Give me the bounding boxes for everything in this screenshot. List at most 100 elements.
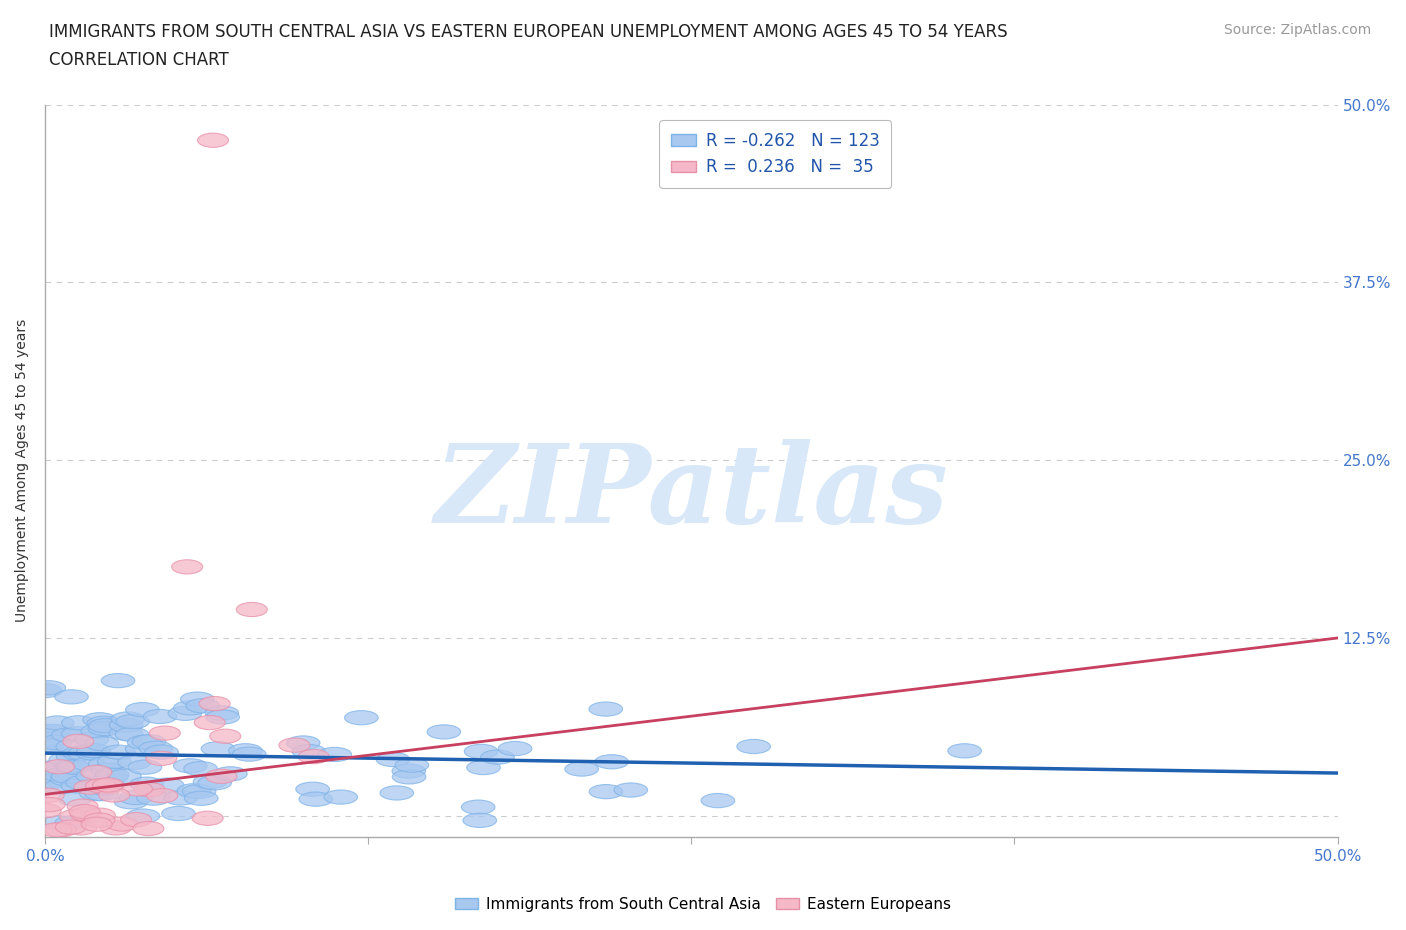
Ellipse shape xyxy=(467,761,501,775)
Text: Source: ZipAtlas.com: Source: ZipAtlas.com xyxy=(1223,23,1371,37)
Ellipse shape xyxy=(214,766,247,781)
Ellipse shape xyxy=(76,746,110,760)
Ellipse shape xyxy=(205,769,236,783)
Ellipse shape xyxy=(107,817,138,831)
Ellipse shape xyxy=(56,739,90,753)
Ellipse shape xyxy=(162,806,195,820)
Ellipse shape xyxy=(56,750,90,764)
Ellipse shape xyxy=(380,786,413,800)
Ellipse shape xyxy=(45,823,76,837)
Ellipse shape xyxy=(28,684,62,698)
Ellipse shape xyxy=(52,728,86,742)
Ellipse shape xyxy=(55,820,86,834)
Ellipse shape xyxy=(32,724,65,738)
Ellipse shape xyxy=(145,745,179,759)
Ellipse shape xyxy=(89,719,122,733)
Ellipse shape xyxy=(31,763,65,777)
Ellipse shape xyxy=(82,765,112,779)
Ellipse shape xyxy=(44,760,75,774)
Ellipse shape xyxy=(37,761,70,775)
Ellipse shape xyxy=(427,724,461,739)
Ellipse shape xyxy=(108,769,141,783)
Ellipse shape xyxy=(180,692,214,706)
Ellipse shape xyxy=(498,741,531,756)
Ellipse shape xyxy=(115,727,149,741)
Ellipse shape xyxy=(84,808,115,822)
Ellipse shape xyxy=(344,711,378,724)
Ellipse shape xyxy=(91,764,125,777)
Ellipse shape xyxy=(55,759,89,773)
Ellipse shape xyxy=(62,716,96,730)
Ellipse shape xyxy=(948,744,981,758)
Ellipse shape xyxy=(146,751,177,765)
Ellipse shape xyxy=(115,714,149,729)
Ellipse shape xyxy=(86,780,120,795)
Ellipse shape xyxy=(70,807,101,821)
Ellipse shape xyxy=(63,747,97,761)
Ellipse shape xyxy=(200,697,231,711)
Ellipse shape xyxy=(80,787,114,801)
Ellipse shape xyxy=(139,741,173,755)
Ellipse shape xyxy=(197,133,229,147)
Ellipse shape xyxy=(132,735,166,749)
Ellipse shape xyxy=(93,777,124,792)
Ellipse shape xyxy=(82,817,112,831)
Ellipse shape xyxy=(28,774,62,789)
Ellipse shape xyxy=(111,711,145,726)
Ellipse shape xyxy=(395,758,429,772)
Ellipse shape xyxy=(205,706,239,720)
Ellipse shape xyxy=(89,757,122,771)
Ellipse shape xyxy=(194,715,225,730)
Ellipse shape xyxy=(56,760,90,775)
Ellipse shape xyxy=(702,793,735,807)
Y-axis label: Unemployment Among Ages 45 to 54 years: Unemployment Among Ages 45 to 54 years xyxy=(15,319,30,622)
Ellipse shape xyxy=(183,784,217,799)
Text: ZIPatlas: ZIPatlas xyxy=(434,439,948,547)
Ellipse shape xyxy=(193,811,224,826)
Ellipse shape xyxy=(59,809,90,824)
Ellipse shape xyxy=(121,813,152,827)
Ellipse shape xyxy=(177,784,211,798)
Ellipse shape xyxy=(173,759,207,773)
Ellipse shape xyxy=(323,790,357,804)
Ellipse shape xyxy=(110,726,143,740)
Ellipse shape xyxy=(287,736,321,751)
Ellipse shape xyxy=(589,785,623,799)
Ellipse shape xyxy=(146,789,177,803)
Ellipse shape xyxy=(60,778,94,793)
Ellipse shape xyxy=(565,762,599,777)
Ellipse shape xyxy=(198,776,232,790)
Ellipse shape xyxy=(134,821,165,836)
Legend: R = -0.262   N = 123, R =  0.236   N =  35: R = -0.262 N = 123, R = 0.236 N = 35 xyxy=(659,120,891,188)
Ellipse shape xyxy=(150,778,184,792)
Ellipse shape xyxy=(49,752,83,766)
Ellipse shape xyxy=(84,787,118,801)
Ellipse shape xyxy=(76,769,110,783)
Ellipse shape xyxy=(93,779,124,793)
Ellipse shape xyxy=(51,772,84,786)
Ellipse shape xyxy=(38,724,70,738)
Ellipse shape xyxy=(232,747,266,762)
Ellipse shape xyxy=(278,738,309,752)
Ellipse shape xyxy=(30,804,62,817)
Ellipse shape xyxy=(83,712,117,727)
Ellipse shape xyxy=(464,744,498,759)
Ellipse shape xyxy=(73,757,107,771)
Ellipse shape xyxy=(30,739,63,753)
Ellipse shape xyxy=(55,690,89,704)
Ellipse shape xyxy=(118,755,152,769)
Ellipse shape xyxy=(129,777,163,791)
Text: CORRELATION CHART: CORRELATION CHART xyxy=(49,51,229,69)
Ellipse shape xyxy=(125,742,159,756)
Ellipse shape xyxy=(201,741,235,756)
Ellipse shape xyxy=(169,706,201,721)
Ellipse shape xyxy=(67,747,101,761)
Ellipse shape xyxy=(165,790,197,805)
Ellipse shape xyxy=(101,673,135,687)
Ellipse shape xyxy=(193,775,226,789)
Ellipse shape xyxy=(35,732,69,747)
Ellipse shape xyxy=(143,710,177,724)
Ellipse shape xyxy=(34,797,65,812)
Ellipse shape xyxy=(32,775,66,790)
Ellipse shape xyxy=(614,783,648,797)
